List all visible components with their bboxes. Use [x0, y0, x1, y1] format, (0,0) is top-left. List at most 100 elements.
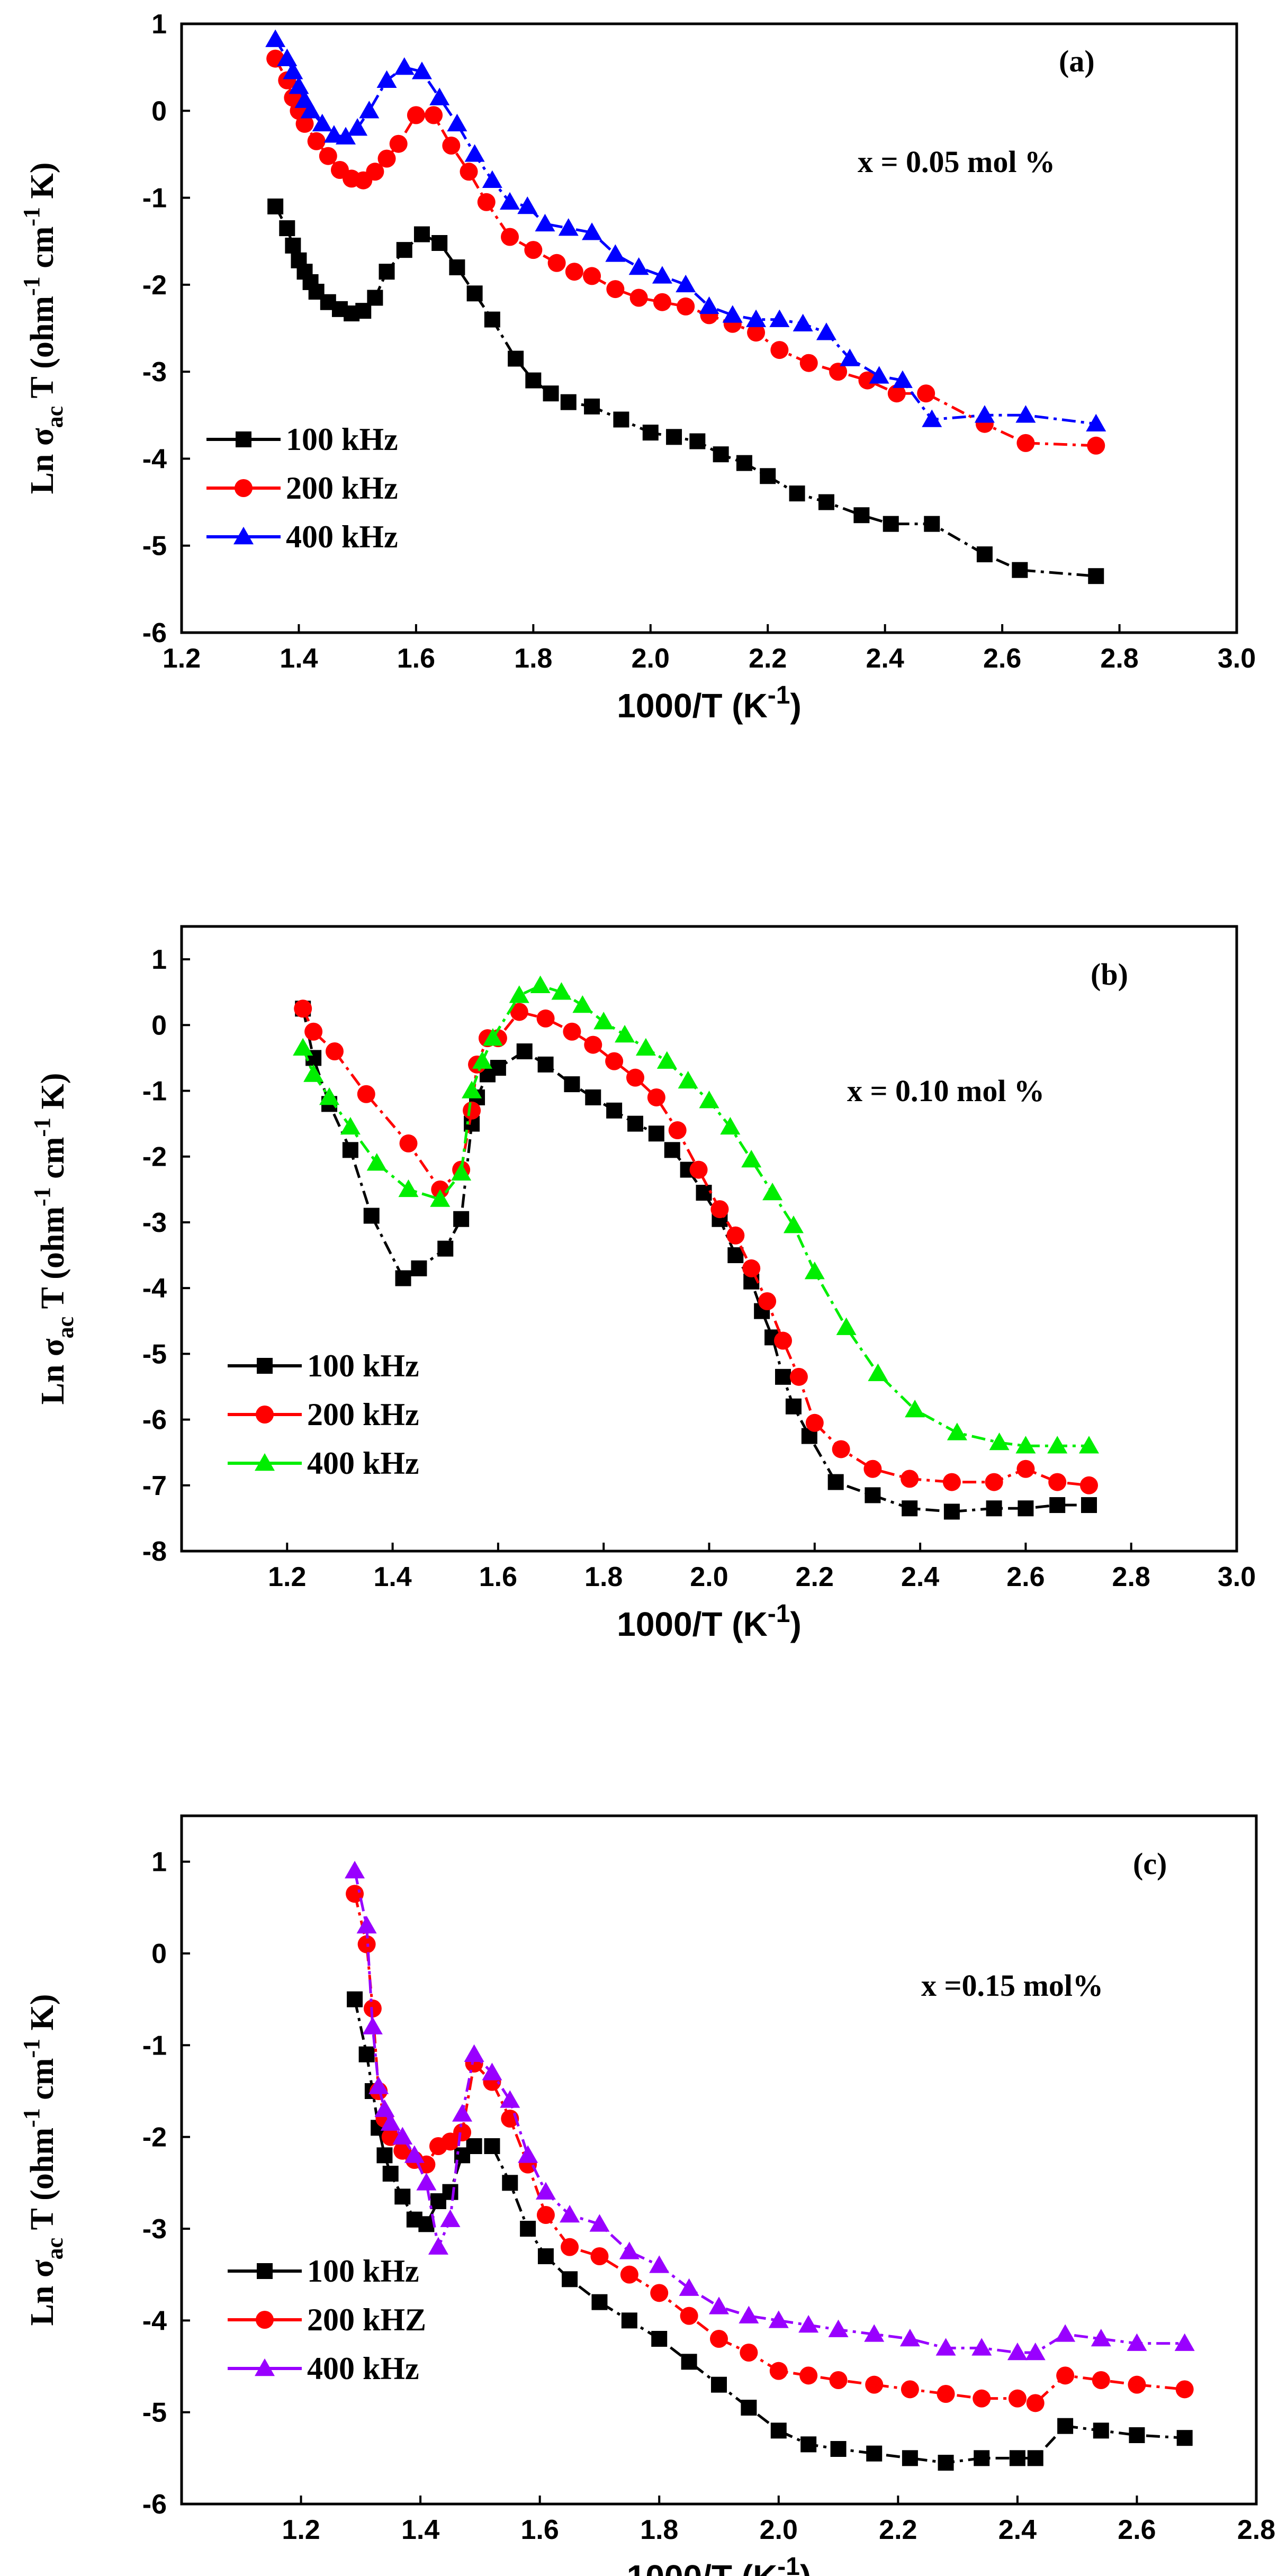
legend-label: 200 kHZ: [307, 2302, 426, 2337]
panel-label: (b): [1091, 957, 1128, 992]
data-point: [277, 48, 298, 66]
data-point: [413, 226, 430, 242]
data-point: [635, 1038, 656, 1056]
x-tick-label: 1.2: [282, 2515, 320, 2545]
data-point: [294, 999, 312, 1018]
data-point: [648, 1125, 664, 1142]
data-point: [466, 2138, 482, 2154]
data-point: [411, 61, 432, 79]
data-point: [858, 371, 877, 390]
data-point: [336, 127, 356, 145]
data-point: [1081, 1497, 1097, 1514]
chart-panel-c: 1.2 1.4 1.6 1.8 2.0 2.2 2.4 2.6 2.8 -6 -5 -4 -3 -2 -1 0…: [19, 1814, 1275, 2576]
y-tick-label: -5: [142, 531, 167, 562]
data-point: [1091, 2329, 1111, 2347]
y-tick-label: -7: [142, 1471, 167, 1501]
legend-marker: [233, 527, 254, 545]
data-point: [800, 2436, 817, 2453]
data-point: [769, 309, 790, 327]
data-point: [649, 2255, 670, 2273]
data-point: [323, 125, 344, 143]
data-point: [696, 1185, 712, 1201]
data-point: [720, 1116, 741, 1135]
data-point: [830, 2441, 847, 2457]
data-point: [1026, 2394, 1045, 2412]
data-point: [394, 2188, 411, 2205]
data-point: [620, 2265, 638, 2284]
data-point: [605, 1052, 624, 1070]
data-point: [382, 2166, 399, 2182]
panel-label: (a): [1059, 44, 1095, 78]
data-point: [709, 2296, 729, 2314]
data-point: [818, 494, 834, 510]
data-point: [283, 61, 303, 79]
data-point: [345, 1861, 365, 1879]
data-point: [304, 1022, 323, 1041]
data-point: [605, 244, 626, 262]
x-tick-label: 1.8: [584, 1562, 623, 1592]
data-point: [629, 289, 648, 307]
data-point: [710, 2330, 728, 2348]
y-axis-title: Ln σac T (ohm-1 cm-1 K): [29, 1073, 78, 1405]
data-point: [742, 1259, 761, 1277]
data-point: [1048, 1473, 1067, 1491]
data-point: [289, 76, 309, 94]
data-point: [425, 106, 443, 124]
data-point: [442, 137, 461, 155]
legend-label: 100 kHz: [286, 422, 398, 457]
data-point: [1175, 2380, 1194, 2399]
data-point: [558, 218, 579, 236]
data-point: [613, 411, 629, 428]
x-tick-label: 2.6: [1118, 2515, 1156, 2545]
data-point: [676, 274, 696, 293]
data-point: [901, 2380, 919, 2399]
data-point: [770, 2422, 787, 2439]
data-point: [680, 2307, 698, 2325]
data-point: [974, 405, 995, 423]
data-point: [565, 263, 583, 281]
x-tick-label: 2.2: [879, 2515, 917, 2545]
data-point: [627, 1115, 643, 1132]
y-tick-label: -4: [142, 444, 167, 474]
data-point: [741, 2400, 757, 2416]
data-point: [827, 1474, 844, 1490]
x-tick-label: 1.4: [373, 1562, 411, 1592]
legend-marker: [235, 479, 253, 497]
data-point: [799, 2366, 818, 2385]
data-point: [525, 372, 542, 389]
data-point: [516, 1043, 533, 1059]
data-point: [1176, 2430, 1193, 2446]
data-point: [917, 384, 935, 403]
data-point: [710, 1200, 729, 1219]
data-point: [584, 398, 600, 415]
data-point: [865, 2375, 884, 2394]
data-point: [664, 1142, 680, 1158]
data-point: [937, 2385, 955, 2403]
data-point: [615, 1024, 635, 1043]
data-point: [319, 147, 337, 165]
data-point: [713, 446, 729, 463]
data-point: [902, 2450, 918, 2466]
series-400-khz: 400 kHz: [228, 1861, 1195, 2386]
y-tick-label: -3: [142, 357, 167, 388]
data-point: [864, 2324, 885, 2342]
data-point: [1088, 568, 1104, 584]
data-point: [947, 1422, 967, 1440]
x-tick-label: 2.0: [690, 1562, 728, 1592]
data-point: [585, 1089, 601, 1105]
data-point: [1018, 1500, 1034, 1517]
data-point: [584, 1035, 602, 1054]
y-tick-label: -2: [142, 1142, 167, 1173]
data-point: [943, 1503, 960, 1520]
data-point: [449, 259, 465, 275]
data-point: [429, 87, 450, 105]
x-tick-label: 1.6: [397, 643, 435, 674]
x-tick-label: 2.4: [901, 1562, 939, 1592]
series-200-khz: 200 kHz: [228, 999, 1098, 1494]
data-point: [770, 341, 789, 359]
data-point: [783, 1215, 804, 1233]
data-point: [1016, 434, 1035, 452]
data-point: [942, 1473, 961, 1491]
data-point: [789, 485, 805, 502]
data-point: [501, 228, 519, 246]
